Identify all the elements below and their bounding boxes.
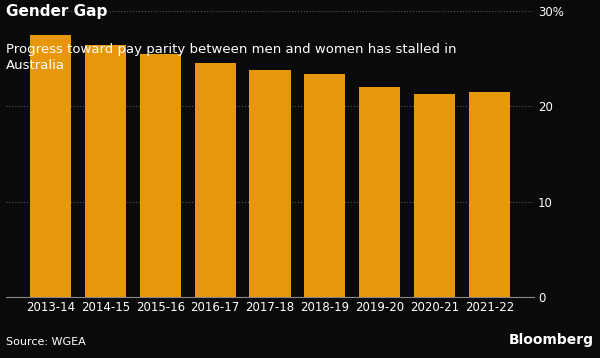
Bar xyxy=(414,94,455,297)
Text: Progress toward pay parity between men and women has stalled in
Australia: Progress toward pay parity between men a… xyxy=(6,43,457,72)
Bar xyxy=(85,45,126,297)
Text: Source: WGEA: Source: WGEA xyxy=(6,337,86,347)
Bar xyxy=(250,70,290,297)
Bar xyxy=(304,74,346,297)
Text: Gender Gap: Gender Gap xyxy=(6,4,107,19)
Bar xyxy=(194,63,236,297)
Bar xyxy=(140,54,181,297)
Bar xyxy=(30,35,71,297)
Text: Bloomberg: Bloomberg xyxy=(509,333,594,347)
Bar xyxy=(359,87,400,297)
Bar xyxy=(469,92,510,297)
